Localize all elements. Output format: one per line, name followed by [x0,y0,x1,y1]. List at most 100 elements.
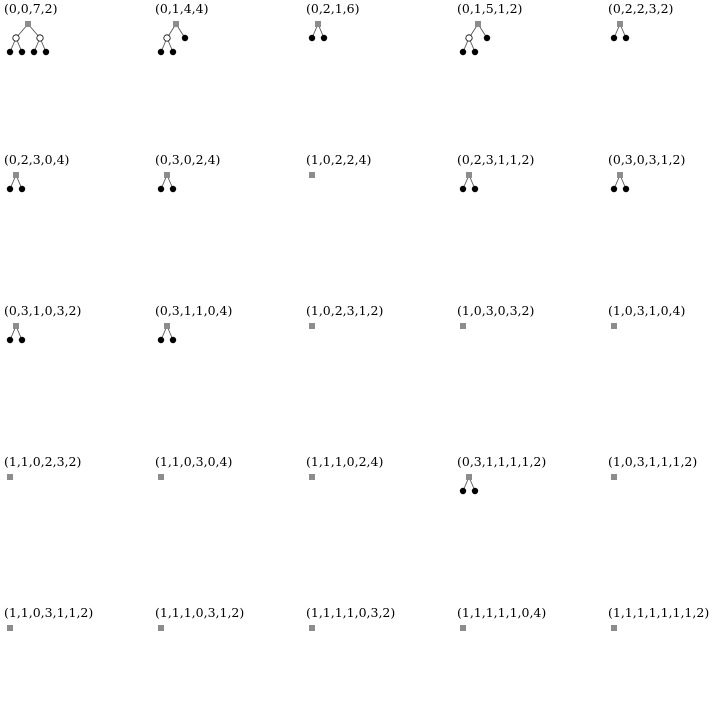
tree-panel: (1,0,3,1,0,4) [608,303,685,329]
tree-panel: (1,1,0,3,1,1,2) [4,605,93,631]
tree-label: (0,2,2,3,2) [608,1,673,16]
root-node [460,625,466,631]
leaf-node [6,336,14,344]
tree-panel: (0,1,5,1,2) [457,1,522,56]
tree-label: (0,3,1,1,1,1,2) [457,454,546,469]
leaf-node [157,185,165,193]
leaf-node [459,185,467,193]
tree-panel: (1,0,3,0,3,2) [457,303,534,329]
internal-node [12,34,20,42]
tree-panel: (0,3,1,0,3,2) [4,303,81,344]
tree-panel: (0,2,2,3,2) [608,1,673,42]
tree-panel: (0,1,4,4) [155,1,209,56]
tree-panel: (1,1,0,2,3,2) [4,454,81,480]
leaf-node [610,185,618,193]
leaf-node [169,336,177,344]
root-node [611,625,617,631]
tree-label: (1,1,1,1,1,1,1,2) [608,605,709,620]
tree-panel: (1,0,2,3,1,2) [306,303,383,329]
tree-label: (0,3,1,1,0,4) [155,303,232,318]
tree-label: (0,0,7,2) [4,1,58,16]
root-node [164,172,170,178]
tree-label: (0,3,0,3,1,2) [608,152,685,167]
tree-label: (1,0,3,1,0,4) [608,303,685,318]
leaf-node [18,185,26,193]
leaf-node [181,34,189,42]
tree-panel: (0,0,7,2) [4,1,58,56]
leaf-node [157,48,165,56]
root-node [466,474,472,480]
tree-label: (1,0,3,1,1,1,2) [608,454,697,469]
root-node [309,625,315,631]
leaf-node [471,487,479,495]
root-node [158,474,164,480]
tree-label: (1,0,2,2,4) [306,152,371,167]
tree-label: (0,1,4,4) [155,1,209,16]
leaf-node [622,185,630,193]
tree-label: (1,1,1,0,3,1,2) [155,605,244,620]
tree-panel: (0,3,0,2,4) [155,152,220,193]
leaf-node [622,34,630,42]
leaf-node [18,48,26,56]
leaf-node [471,48,479,56]
tree-label: (1,1,0,2,3,2) [4,454,81,469]
root-node [309,172,315,178]
tree-label: (0,2,3,0,4) [4,152,69,167]
tree-label: (1,0,2,3,1,2) [306,303,383,318]
tree-label: (0,3,1,0,3,2) [4,303,81,318]
root-node [460,323,466,329]
tree-panel: (1,1,1,1,1,0,4) [457,605,546,631]
tree-panel: (0,2,3,1,1,2) [457,152,534,193]
tree-label: (1,0,3,0,3,2) [457,303,534,318]
tree-panel: (1,1,1,0,2,4) [306,454,383,480]
internal-node [36,34,44,42]
tree-label: (0,2,1,6) [306,1,360,16]
tree-panel: (0,3,0,3,1,2) [608,152,685,193]
root-node [617,21,623,27]
root-node [164,323,170,329]
leaf-node [459,48,467,56]
root-node [13,172,19,178]
leaf-node [308,34,316,42]
root-node [7,625,13,631]
leaf-node [483,34,491,42]
leaf-node [18,336,26,344]
root-node [7,474,13,480]
leaf-node [6,185,14,193]
tree-label: (1,1,1,1,1,0,4) [457,605,546,620]
leaf-node [42,48,50,56]
tree-panel: (0,2,3,0,4) [4,152,69,193]
tree-label: (1,1,0,3,0,4) [155,454,232,469]
tree-panel: (0,3,1,1,1,1,2) [457,454,546,495]
tree-label: (0,1,5,1,2) [457,1,522,16]
tree-panel: (0,3,1,1,0,4) [155,303,232,344]
tree-panel: (1,1,1,0,3,1,2) [155,605,244,631]
leaf-node [169,185,177,193]
root-node [158,625,164,631]
tree-panel: (1,0,2,2,4) [306,152,371,178]
internal-node [163,34,171,42]
root-node [611,474,617,480]
tree-panel: (1,0,3,1,1,1,2) [608,454,697,480]
root-node [309,323,315,329]
leaf-node [320,34,328,42]
leaf-node [459,487,467,495]
leaf-node [30,48,38,56]
root-node [13,323,19,329]
leaf-node [157,336,165,344]
tree-panel: (0,2,1,6) [306,1,360,42]
root-node [617,172,623,178]
root-node [25,21,31,27]
tree-label: (1,1,0,3,1,1,2) [4,605,93,620]
root-node [309,474,315,480]
internal-node [465,34,473,42]
leaf-node [6,48,14,56]
root-node [173,21,179,27]
tree-label: (1,1,1,0,2,4) [306,454,383,469]
root-node [475,21,481,27]
leaf-node [169,48,177,56]
tree-label: (0,2,3,1,1,2) [457,152,534,167]
tree-label: (0,3,0,2,4) [155,152,220,167]
root-node [611,323,617,329]
